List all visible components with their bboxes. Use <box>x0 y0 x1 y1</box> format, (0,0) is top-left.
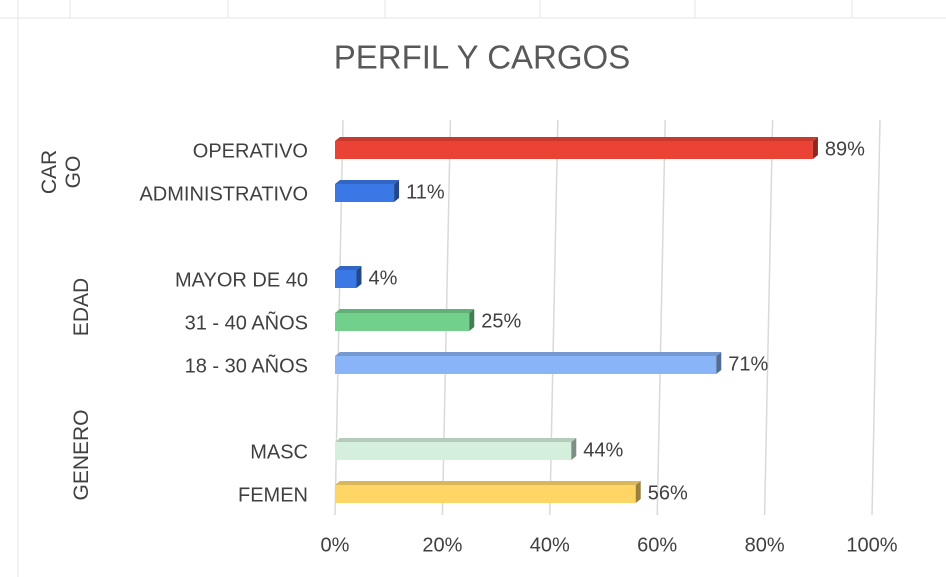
bar-top <box>335 180 400 184</box>
x-tick-label: 20% <box>422 534 462 556</box>
category-label: MAYOR DE 40 <box>175 269 308 291</box>
bar <box>335 485 636 503</box>
bar-side <box>716 352 722 374</box>
x-tick-label: 40% <box>530 534 570 556</box>
bar-side <box>469 309 475 331</box>
bar-side <box>635 481 641 503</box>
data-label: 56% <box>648 482 688 504</box>
category-label: FEMEN <box>238 484 308 506</box>
data-label: 25% <box>481 310 521 332</box>
bar-top <box>335 137 818 141</box>
category-label: 18 - 30 AÑOS <box>185 353 308 377</box>
x-tick-label: 60% <box>637 534 677 556</box>
grid-line <box>656 119 666 516</box>
bar <box>335 141 813 159</box>
category-label: ADMINISTRATIVO <box>139 183 308 205</box>
category-label: 31 - 40 AÑOS <box>185 310 308 334</box>
bar-top <box>335 266 362 270</box>
bar-top <box>335 481 641 485</box>
grid-line <box>763 119 774 516</box>
bar-top <box>335 352 722 356</box>
bar <box>335 313 470 331</box>
x-tick-label: 80% <box>745 534 785 556</box>
x-tick-label: 100% <box>846 534 897 556</box>
data-label: 71% <box>728 353 768 375</box>
bar-top <box>335 438 577 442</box>
data-label: 44% <box>583 439 623 461</box>
bar <box>335 184 395 202</box>
category-label: OPERATIVO <box>193 140 308 162</box>
grid-line <box>871 119 881 516</box>
bar <box>335 356 717 374</box>
category-label: MASC <box>250 441 308 463</box>
data-label: 89% <box>825 138 865 160</box>
data-label: 4% <box>368 267 397 289</box>
x-tick-label: 0% <box>321 534 350 556</box>
data-label: 11% <box>406 181 445 203</box>
bar-side <box>812 137 818 159</box>
bar <box>335 442 572 460</box>
chart-title: PERFIL Y CARGOS <box>334 39 630 76</box>
bar-side <box>571 438 577 460</box>
group-label: CARGO <box>38 149 85 195</box>
bar <box>335 270 357 288</box>
group-label: GENERO <box>70 409 93 501</box>
bar-top <box>335 309 475 313</box>
bar-side <box>394 180 400 202</box>
bar-side <box>356 266 362 288</box>
